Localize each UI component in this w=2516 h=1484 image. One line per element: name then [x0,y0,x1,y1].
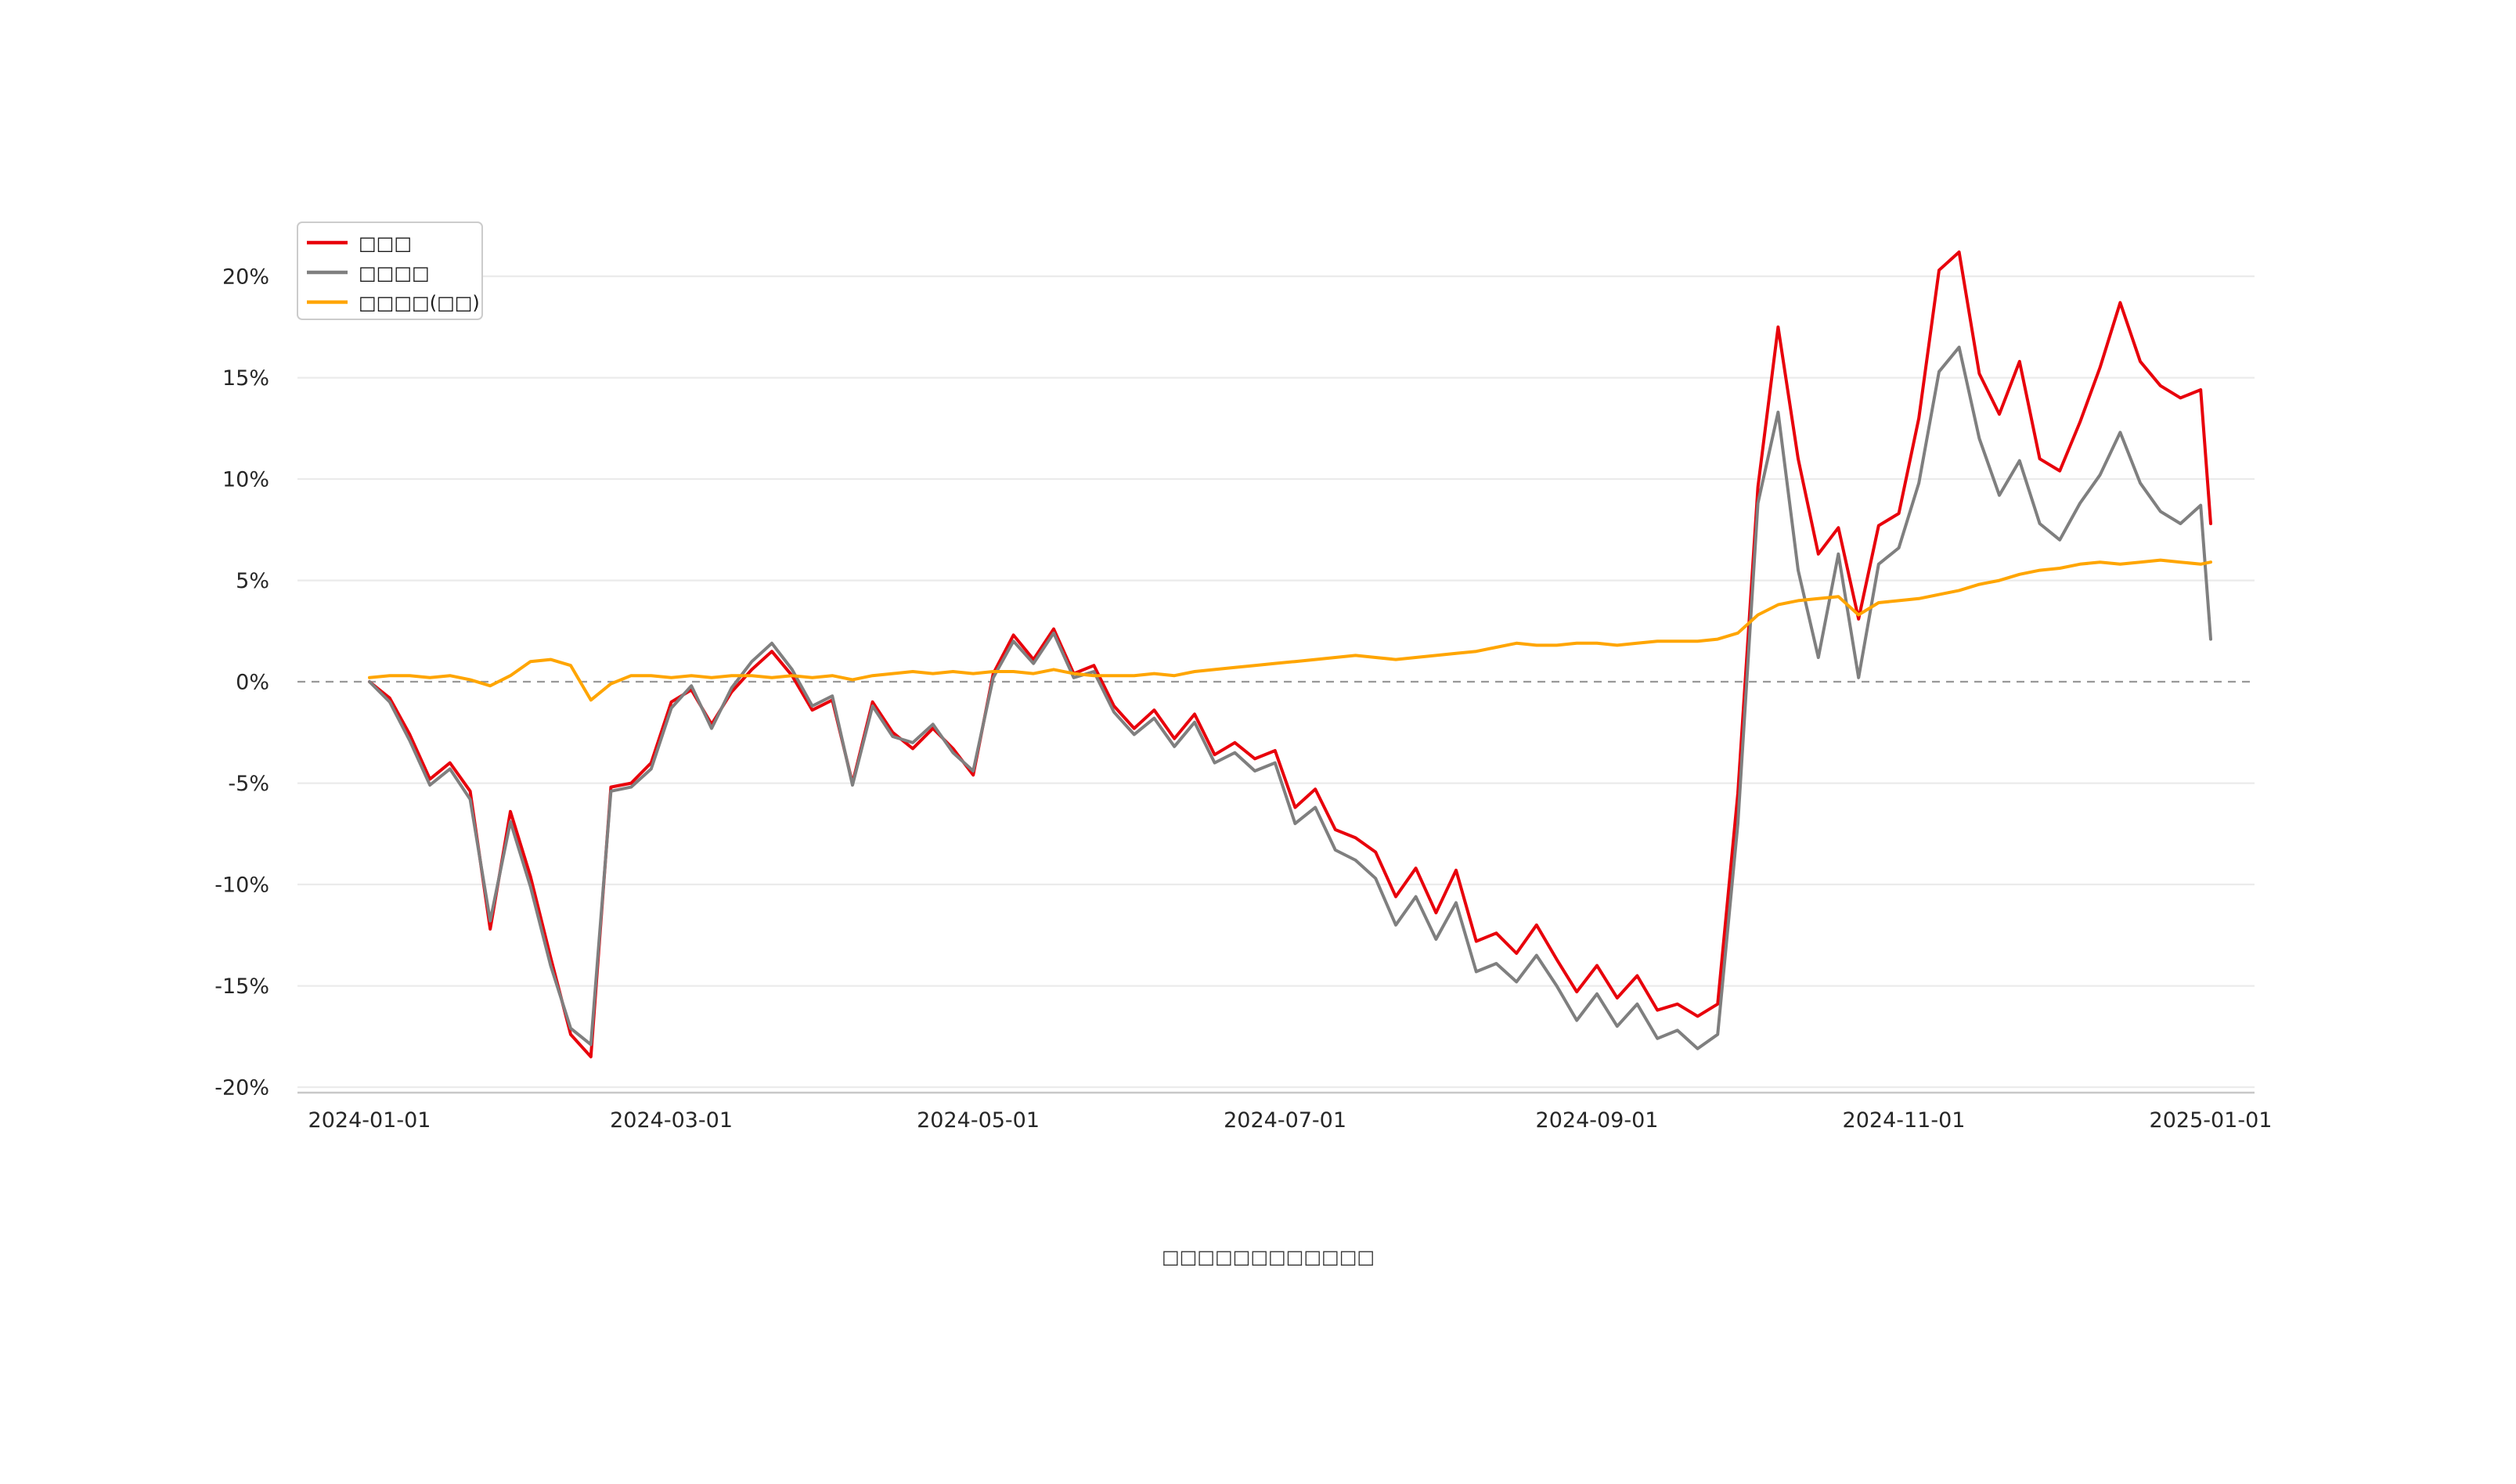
series-layer [368,250,2212,1059]
legend-label: □□□□ [359,262,430,284]
grid-layer [297,275,2255,1089]
axis-layer: 20% 15% 10% 5% 0% -5% -10% -15% -20% 2024-01-01 20… [214,265,2272,1133]
y-tick-label: 20% [222,265,269,290]
legend-label: □□□ [359,232,412,254]
y-tick-label: 15% [222,366,269,391]
x-tick-label: 2024-11-01 [1843,1108,1966,1133]
x-tick-label: 2024-01-01 [308,1108,431,1133]
x-tick-label: 2024-07-01 [1224,1108,1346,1133]
series-line-1 [368,345,2212,1050]
x-tick-label: 2024-03-01 [610,1108,733,1133]
x-tick-label: 2024-09-01 [1536,1108,1659,1133]
y-tick-label: -5% [228,772,269,796]
y-tick-label: -15% [214,974,269,999]
series-line-2 [368,558,2212,702]
legend-box [297,222,483,320]
legend-item-0: □□□ [307,232,412,254]
chart-caption: □□□□□□□□□□□□ [1162,1246,1375,1268]
legend-item-1: □□□□ [307,262,430,284]
y-tick-label: -10% [214,873,269,898]
y-tick-label: 10% [222,468,269,492]
series-line-0 [368,250,2212,1059]
y-tick-label: 5% [236,569,269,593]
y-tick-label: -20% [214,1076,269,1100]
y-tick-label: 0% [236,671,269,695]
legend-item-2: □□□□(□□) [307,292,480,314]
legend-label: □□□□(□□) [359,292,480,314]
x-tick-label: 2024-05-01 [917,1108,1040,1133]
legend: □□□□□□□□□□□(□□) [297,222,483,320]
x-tick-label: 2025-01-01 [2150,1108,2273,1133]
